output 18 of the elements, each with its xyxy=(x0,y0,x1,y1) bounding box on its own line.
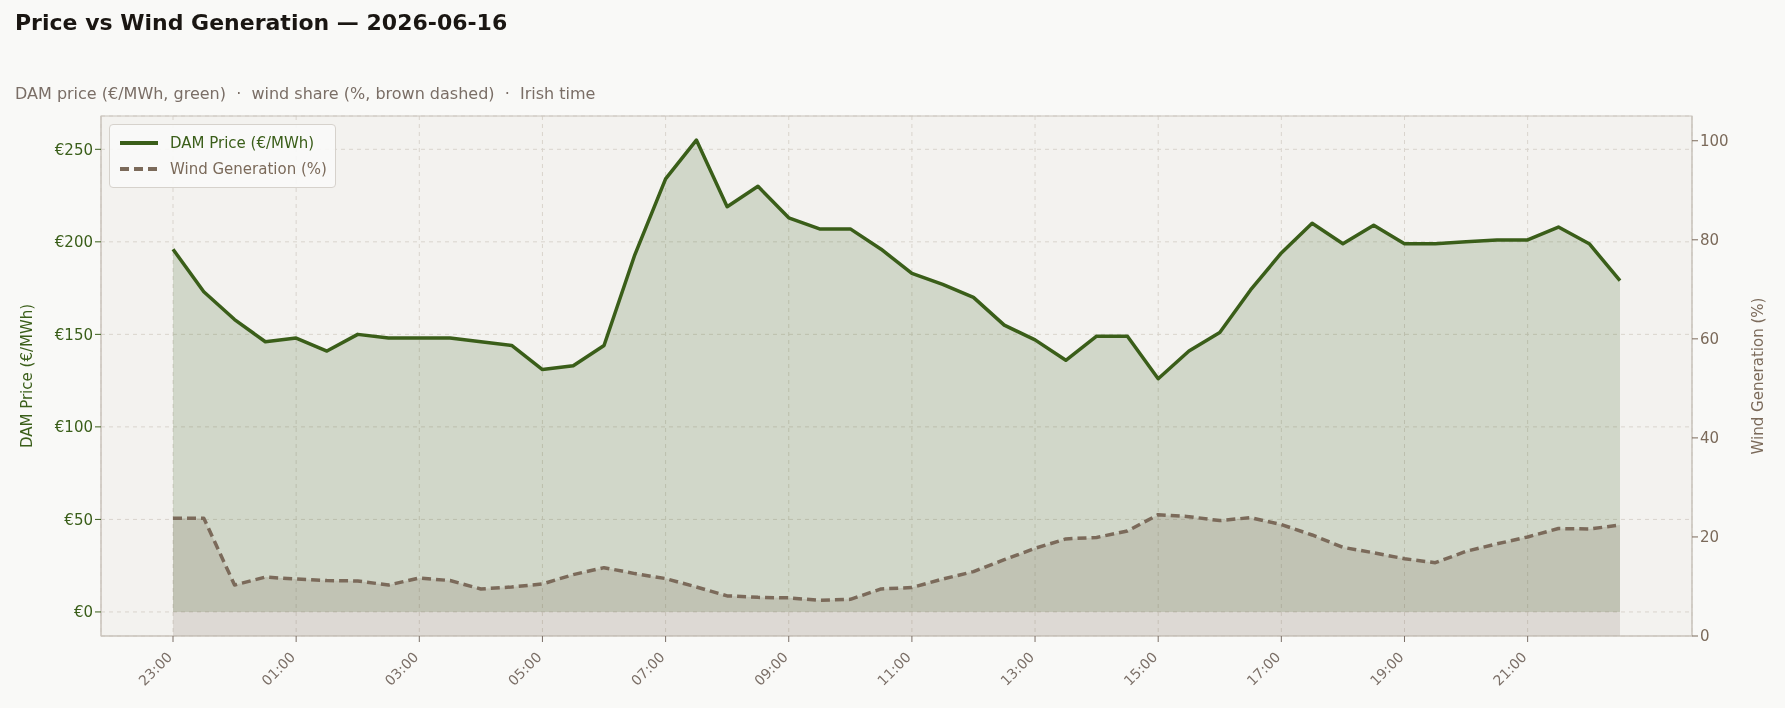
y-tick-label: €0 xyxy=(73,603,93,622)
y-tick-label: €150 xyxy=(54,325,93,344)
y2-tick-label: 80 xyxy=(1700,231,1720,250)
chart-subtitle: DAM price (€/MWh, green) · wind share (%, brown dashed) · Irish time xyxy=(15,84,596,103)
y-tick-label: €100 xyxy=(54,418,93,437)
y-tick-label: €200 xyxy=(54,233,93,252)
legend-label: Wind Generation (%) xyxy=(170,160,327,178)
y2-tick-label: 20 xyxy=(1700,528,1720,547)
chart-title: Price vs Wind Generation — 2026-06-16 xyxy=(15,10,508,35)
y2-axis-title: Wind Generation (%) xyxy=(1749,297,1768,455)
y2-tick-label: 100 xyxy=(1700,132,1729,151)
y2-tick-label: 0 xyxy=(1700,627,1710,646)
y-tick-label: €50 xyxy=(64,510,93,529)
y2-tick-label: 40 xyxy=(1700,429,1720,448)
y-tick-label: €250 xyxy=(54,140,93,159)
y2-tick-label: 60 xyxy=(1700,330,1720,349)
y-axis-title: DAM Price (€/MWh) xyxy=(18,303,37,449)
legend-label: DAM Price (€/MWh) xyxy=(170,134,315,152)
